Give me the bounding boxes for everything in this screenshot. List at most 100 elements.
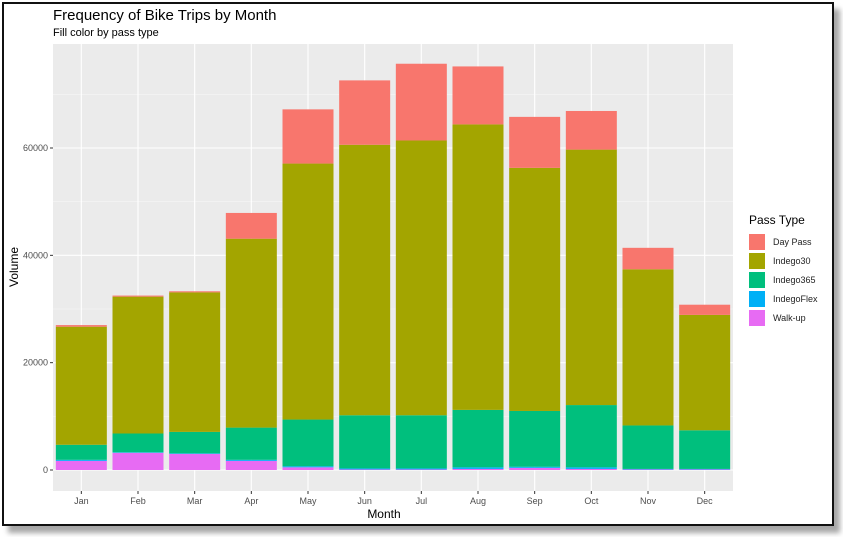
- legend-item-walk-up: Walk-up: [749, 309, 818, 327]
- legend-label: Walk-up: [773, 313, 806, 323]
- bar-segment-day-pass-aug: [452, 66, 504, 125]
- bar-segment-indegoflex-sep: [509, 466, 561, 468]
- x-tick-label: Jan: [74, 496, 89, 506]
- y-tick-label: 40000: [23, 250, 48, 260]
- bar-segment-walk-up-sep: [509, 467, 561, 470]
- bar-segment-day-pass-nov: [622, 247, 674, 270]
- legend-item-indego365: Indego365: [749, 271, 818, 289]
- bar-segment-indegoflex-may: [282, 466, 334, 468]
- legend-swatch: [749, 272, 765, 288]
- bar-segment-indego365-mar: [169, 431, 221, 454]
- bar-segment-walk-up-may: [282, 467, 334, 470]
- bar-segment-day-pass-oct: [565, 110, 617, 150]
- x-tick-label: Sep: [527, 496, 543, 506]
- bar-segment-indego30-may: [282, 163, 334, 420]
- bar-segment-day-pass-jul: [395, 63, 447, 141]
- bar-segment-indego365-nov: [622, 425, 674, 469]
- bar-segment-indegoflex-apr: [225, 459, 277, 461]
- bar-segment-day-pass-jan: [55, 325, 107, 327]
- y-axis: 0 20000 40000 60000: [23, 143, 53, 475]
- bar-segment-walk-up-oct: [565, 468, 617, 470]
- bar-segment-day-pass-jun: [339, 80, 391, 145]
- chart-subtitle: Fill color by pass type: [53, 27, 159, 39]
- bar-segment-indego30-sep: [509, 167, 561, 411]
- bar-segment-indegoflex-feb: [112, 452, 164, 453]
- legend-label: Day Pass: [773, 237, 812, 247]
- bar-segment-day-pass-feb: [112, 295, 164, 297]
- legend-label: IndegoFlex: [773, 294, 818, 304]
- legend-swatch: [749, 310, 765, 326]
- bar-segment-indego365-may: [282, 419, 334, 467]
- bar-segment-day-pass-mar: [169, 291, 221, 293]
- y-axis-title: Volume: [7, 247, 21, 287]
- legend-swatch: [749, 291, 765, 307]
- bar-segment-walk-up-aug: [452, 468, 504, 470]
- bar-segment-indego30-aug: [452, 124, 504, 410]
- bar-segment-indegoflex-mar: [169, 453, 221, 454]
- bars: [55, 63, 731, 470]
- bar-segment-walk-up-jan: [55, 460, 107, 470]
- bar-segment-indego30-jun: [339, 144, 391, 416]
- legend-item-indegoflex: IndegoFlex: [749, 290, 818, 308]
- bar-segment-walk-up-feb: [112, 452, 164, 470]
- bar-segment-indego30-apr: [225, 238, 277, 428]
- x-tick-label: Apr: [244, 496, 258, 506]
- bar-segment-indego30-feb: [112, 296, 164, 434]
- legend-label: Indego365: [773, 275, 816, 285]
- bar-segment-day-pass-dec: [679, 304, 731, 315]
- bar-segment-indego365-sep: [509, 410, 561, 467]
- bar-segment-indegoflex-aug: [452, 467, 504, 469]
- y-tick-label: 60000: [23, 143, 48, 153]
- bar-segment-day-pass-may: [282, 109, 334, 164]
- x-tick-label: May: [299, 496, 317, 506]
- bar-segment-walk-up-jul: [395, 469, 447, 470]
- x-axis-title: Month: [367, 507, 400, 521]
- bar-segment-indego365-jun: [339, 415, 391, 469]
- bar-segment-indego365-dec: [679, 430, 731, 469]
- x-tick-label: Jun: [357, 496, 372, 506]
- legend: Pass Type Day Pass Indego30 Indego365 Indeg…: [749, 213, 818, 328]
- bar-segment-indegoflex-oct: [565, 467, 617, 469]
- bar-segment-indego365-oct: [565, 405, 617, 468]
- bar-segment-indegoflex-jan: [55, 459, 107, 461]
- bar-segment-indegoflex-jul: [395, 468, 447, 470]
- bar-segment-indego365-feb: [112, 433, 164, 453]
- x-tick-label: Mar: [187, 496, 203, 506]
- y-tick-label: 20000: [23, 358, 48, 368]
- bar-segment-indego30-jan: [55, 326, 107, 445]
- bar-segment-indego365-aug: [452, 409, 504, 468]
- bar-segment-indego365-jan: [55, 444, 107, 460]
- y-tick-label: 0: [43, 465, 48, 475]
- legend-item-indego30: Indego30: [749, 252, 818, 270]
- bar-segment-indegoflex-dec: [679, 468, 731, 470]
- legend-swatch: [749, 253, 765, 269]
- x-tick-label: Feb: [130, 496, 146, 506]
- legend-label: Indego30: [773, 256, 811, 266]
- chart-title: Frequency of Bike Trips by Month: [53, 7, 277, 24]
- x-tick-label: Aug: [470, 496, 486, 506]
- bar-segment-walk-up-nov: [622, 469, 674, 470]
- bar-segment-day-pass-apr: [225, 212, 277, 239]
- bar-segment-indegoflex-nov: [622, 468, 674, 470]
- legend-items: Day Pass Indego30 Indego365 IndegoFlex Walk-…: [749, 233, 818, 327]
- bar-segment-indego30-oct: [565, 149, 617, 406]
- x-tick-label: Jul: [416, 496, 428, 506]
- x-tick-label: Dec: [697, 496, 714, 506]
- bar-segment-indego365-apr: [225, 427, 277, 460]
- legend-item-day-pass: Day Pass: [749, 233, 818, 251]
- bar-segment-walk-up-apr: [225, 460, 277, 470]
- bar-segment-walk-up-jun: [339, 469, 391, 470]
- x-axis: Jan Feb Mar Apr May Jun Jul Aug Sep Oct Nov Dec: [74, 491, 713, 506]
- bar-segment-day-pass-sep: [509, 116, 561, 168]
- bar-segment-indego365-jul: [395, 415, 447, 469]
- bar-segment-indego30-dec: [679, 314, 731, 431]
- legend-title: Pass Type: [749, 213, 805, 227]
- legend-swatch: [749, 234, 765, 250]
- x-tick-label: Nov: [640, 496, 657, 506]
- bar-segment-indegoflex-jun: [339, 468, 391, 470]
- bar-segment-indego30-nov: [622, 269, 674, 426]
- bar-segment-walk-up-mar: [169, 453, 221, 470]
- bar-segment-walk-up-dec: [679, 469, 731, 470]
- bar-segment-indego30-jul: [395, 140, 447, 416]
